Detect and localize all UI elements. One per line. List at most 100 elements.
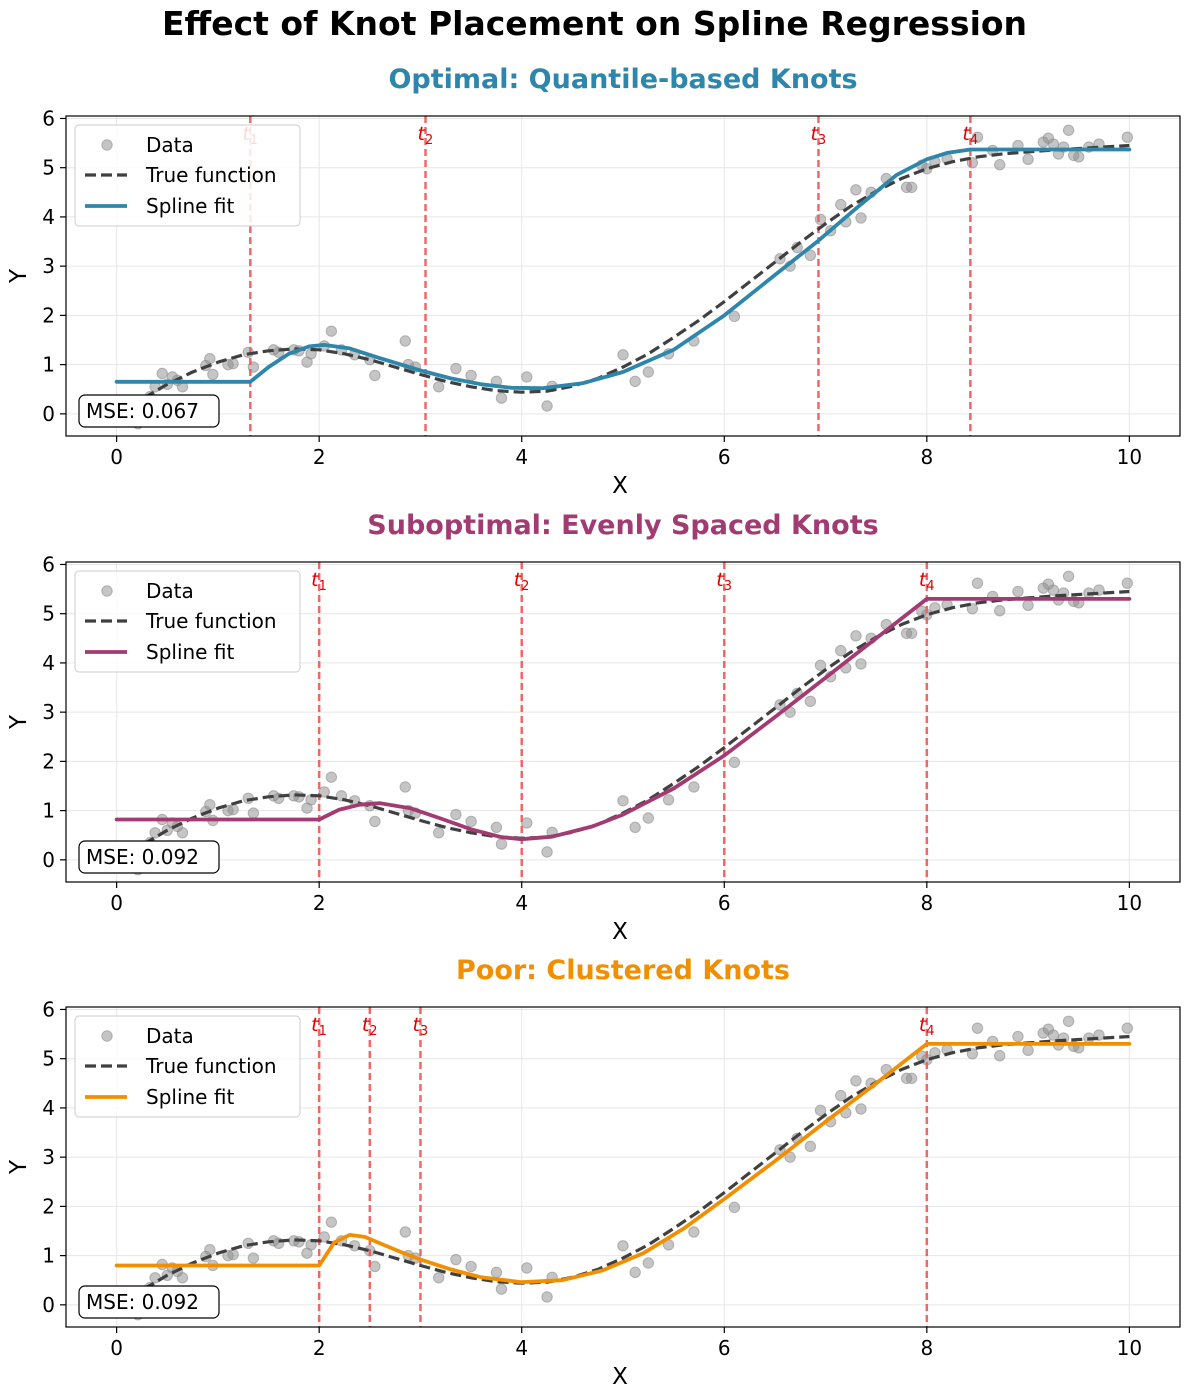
data-point	[176, 827, 189, 839]
knot-label-sub: 3	[420, 1024, 428, 1039]
x-tick-label: 0	[110, 445, 123, 469]
data-point	[1012, 585, 1024, 598]
data-point	[971, 577, 984, 589]
x-axis-label: X	[612, 919, 628, 945]
x-tick-label: 10	[1117, 891, 1142, 915]
data-point	[465, 1260, 477, 1273]
data-point	[369, 1260, 381, 1273]
data-point	[905, 627, 918, 640]
data-point	[855, 658, 867, 670]
data-point	[804, 249, 817, 262]
y-tick-label: 0	[42, 1293, 55, 1317]
data-point	[521, 817, 533, 829]
data-point	[432, 381, 445, 393]
spline-fit-line	[114, 597, 1132, 842]
data-point	[804, 695, 817, 708]
legend-marker-data	[101, 1030, 113, 1042]
y-tick-label: 0	[42, 402, 55, 426]
y-tick-label: 4	[42, 1096, 55, 1120]
y-tick-label: 2	[42, 1194, 55, 1218]
legend-box	[74, 1015, 301, 1118]
data-point	[971, 1022, 984, 1034]
spline-fit-line	[114, 147, 1132, 391]
data-point	[465, 369, 477, 382]
y-axis-label: Y	[6, 714, 32, 730]
spline-fit-line	[114, 1042, 1132, 1285]
data-point	[541, 846, 553, 858]
data-point	[204, 799, 216, 811]
data-point	[994, 605, 1006, 617]
data-point	[642, 1257, 655, 1269]
legend-entry: Spline fit	[146, 640, 234, 664]
data-point	[541, 1291, 553, 1303]
data-point	[688, 1226, 700, 1238]
y-tick-label: 4	[42, 205, 55, 229]
x-tick-label: 0	[110, 1336, 123, 1360]
knot-label-sub: 2	[425, 133, 433, 148]
data-point	[1022, 599, 1034, 612]
panel-title: Optimal: Quantile-based Knots	[388, 64, 857, 95]
legend-box	[74, 124, 301, 227]
data-point	[432, 1272, 445, 1284]
data-point	[227, 357, 239, 370]
plot-area	[114, 562, 1134, 882]
x-tick-label: 2	[313, 891, 326, 915]
x-tick-label: 2	[313, 445, 326, 469]
data-point	[1047, 584, 1060, 596]
axes-frame	[65, 1006, 1181, 1328]
axes-frame	[65, 115, 1181, 437]
data-point	[227, 1248, 239, 1261]
data-point	[850, 630, 862, 642]
y-tick-label: 6	[42, 997, 55, 1021]
x-tick-label: 0	[110, 891, 123, 915]
data-point	[465, 815, 477, 828]
data-point	[318, 1231, 330, 1243]
x-axis-label: X	[612, 1364, 628, 1390]
data-point	[905, 181, 918, 194]
data-point	[247, 1252, 260, 1264]
y-axis-label: Y	[6, 1159, 32, 1175]
y-tick-label: 6	[42, 552, 55, 576]
data-point	[1121, 577, 1134, 589]
y-tick-label: 3	[42, 254, 55, 278]
data-point	[835, 644, 847, 657]
data-point	[541, 400, 553, 412]
data-point	[629, 821, 641, 834]
knot-label-sub: 3	[724, 579, 732, 594]
x-tick-label: 4	[515, 891, 528, 915]
data-point	[642, 366, 655, 378]
data-point	[1047, 1029, 1060, 1041]
data-point	[835, 1089, 847, 1102]
mse-annotation: MSE: 0.092	[86, 1290, 199, 1314]
chart-panel-1: Optimal: Quantile-based Knotst1t2t3t4024…	[6, 64, 1181, 499]
data-point	[293, 1236, 305, 1248]
data-point	[814, 659, 827, 672]
x-tick-label: 2	[313, 1336, 326, 1360]
data-point	[369, 815, 381, 828]
knot-label: t3	[412, 1014, 428, 1039]
x-tick-label: 6	[718, 445, 731, 469]
data-point	[521, 1262, 533, 1274]
data-point	[850, 184, 862, 196]
data-point	[994, 159, 1006, 171]
data-point	[905, 1072, 918, 1085]
data-point	[156, 367, 168, 380]
y-axis-label: Y	[6, 268, 32, 284]
x-tick-label: 8	[920, 445, 933, 469]
y-tick-label: 5	[42, 602, 55, 626]
plot-area	[114, 116, 1134, 436]
data-point	[293, 791, 305, 803]
mse-annotation: MSE: 0.067	[86, 399, 199, 423]
knot-label-sub: 2	[521, 579, 529, 594]
data-point	[399, 1226, 411, 1238]
x-tick-label: 4	[515, 445, 528, 469]
true-function-line	[115, 1034, 1130, 1307]
data-point	[642, 812, 655, 824]
data-point	[1062, 124, 1075, 136]
knot-label-sub: 4	[926, 579, 934, 594]
y-tick-label: 1	[42, 353, 55, 377]
panel-title: Poor: Clustered Knots	[456, 955, 790, 986]
